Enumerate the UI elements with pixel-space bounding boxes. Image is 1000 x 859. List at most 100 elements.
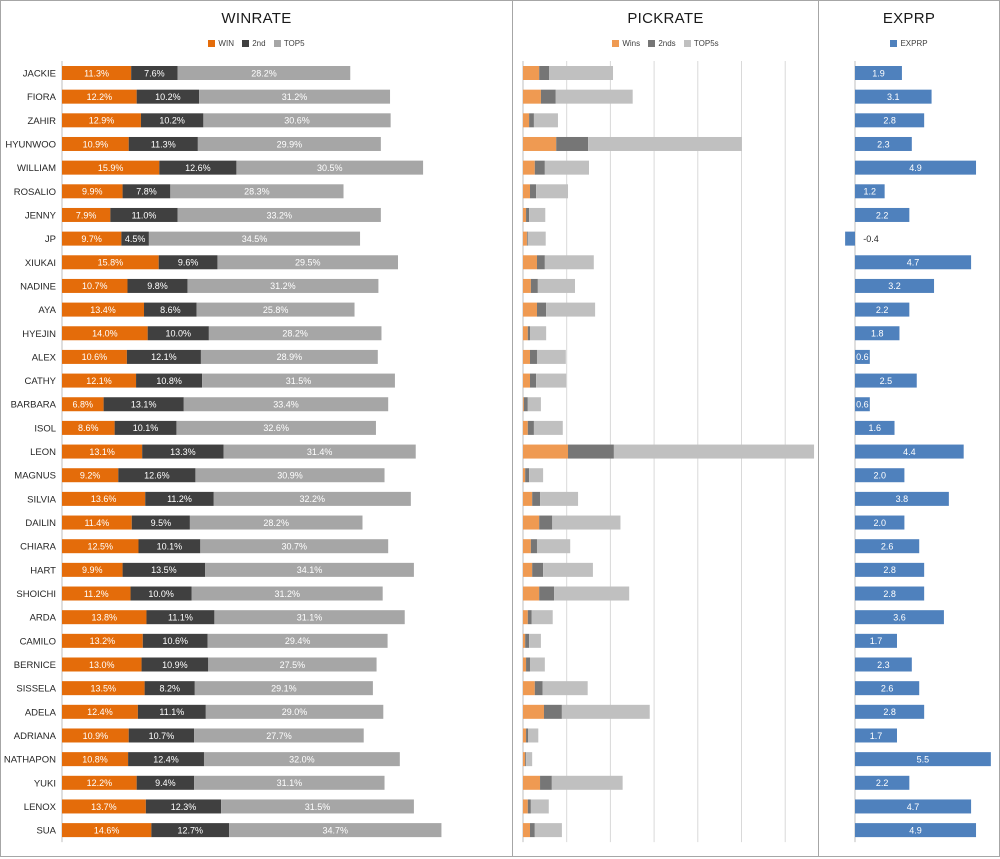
bar-wins-william [523, 160, 535, 175]
bar-top5-jackie [177, 66, 351, 80]
bar-2nds-nathapon [525, 752, 527, 767]
data-label-2nd-hart: 13.5% [151, 565, 177, 575]
bar-wins-chiara [523, 539, 531, 554]
bar-win-dailin [62, 515, 132, 530]
data-label-win-arda: 13.8% [91, 612, 117, 622]
data-label-exprp-hyunwoo: 2.3 [877, 139, 890, 149]
data-label-win-alex: 10.6% [82, 352, 108, 362]
bar-2nds-hyunwoo [556, 136, 589, 151]
bar-wins-adriana [523, 728, 527, 743]
bar-top5-rosalio [170, 184, 344, 199]
data-label-exprp-shoichi: 2.8 [883, 589, 896, 599]
category-label-magnus: MAGNUS [14, 471, 56, 482]
data-label-top5-william: 30.5% [317, 163, 343, 173]
category-label-isol: ISOL [34, 423, 56, 434]
bar-exprp-yuki [855, 775, 910, 790]
bar-exprp-rosalio [855, 184, 885, 199]
data-label-exprp-rosalio: 1.2 [864, 187, 877, 197]
data-label-exprp-leon: 4.4 [903, 447, 916, 457]
category-label-aya: AYA [38, 305, 56, 316]
bar-wins-bernice [523, 657, 527, 672]
data-label-win-barbara: 6.8% [73, 400, 94, 410]
bar-wins-arda [523, 610, 528, 625]
bar-wins-shoichi [523, 586, 540, 601]
bar-win-william [62, 160, 160, 175]
data-label-win-adela: 12.4% [87, 707, 113, 717]
bar-top5-bernice [208, 657, 377, 672]
data-label-top5-leon: 31.4% [307, 447, 333, 457]
bar-exprp-sissela [855, 681, 920, 696]
bar-2nds-cathy [529, 373, 537, 388]
bar-exprp-nathapon [855, 752, 991, 767]
bar-win-adriana [62, 728, 129, 743]
bar-top5-lenox [221, 799, 414, 814]
bar-exprp-arda [855, 610, 944, 625]
data-label-2nd-sua: 12.7% [177, 825, 203, 835]
bar-exprp-jp [845, 231, 855, 246]
exprp-chart-panel: EXPRP EXPRP 1.9 3.1 2.8 2.3 4.9 1.2 2.2 -0.4 4.7… [818, 0, 1000, 857]
data-label-2nd-hyejin: 10.0% [166, 329, 192, 339]
bar-win-xiukai [62, 255, 159, 270]
legend-swatch-wins [612, 40, 620, 47]
bar-2nds-sua [529, 823, 535, 838]
bar-wins-nathapon [523, 752, 526, 767]
legend-item-win: WIN [208, 39, 234, 48]
bar-win-camilo [62, 633, 143, 648]
data-label-win-william: 15.9% [98, 163, 124, 173]
bar-exprp-camilo [855, 633, 897, 648]
bar-win-barbara [62, 397, 104, 412]
data-label-top5-alex: 28.9% [277, 352, 303, 362]
bar-2nds-chiara [530, 539, 537, 554]
data-label-top5-aya: 25.8% [263, 305, 289, 315]
bar-win-nathapon [62, 752, 129, 767]
data-label-top5-chiara: 30.7% [281, 542, 307, 552]
data-label-exprp-nathapon: 5.5 [917, 754, 930, 764]
data-label-exprp-jackie: 1.9 [872, 68, 885, 78]
bar-top5s-jp [527, 231, 546, 246]
bar-2nds-jackie [539, 66, 550, 80]
bar-top5s-alex [536, 349, 566, 364]
bar-2nds-fiora [540, 89, 556, 104]
data-label-top5-barbara: 33.4% [273, 400, 299, 410]
bar-win-aya [62, 302, 145, 317]
category-label-camilo: CAMILO [20, 636, 56, 647]
bar-win-fiora [62, 89, 137, 104]
legend-swatch-win [208, 40, 216, 47]
bar-2nd-camilo [142, 633, 208, 648]
bar-top5s-hyunwoo [588, 136, 742, 151]
bar-2nd-arda [146, 610, 215, 625]
bar-exprp-zahir [855, 113, 925, 128]
category-label-alex: ALEX [32, 352, 57, 363]
data-label-top5-hyejin: 28.2% [282, 329, 308, 339]
bar-2nd-sissela [144, 681, 195, 696]
bar-top5-arda [214, 610, 405, 625]
bar-win-sua [62, 823, 152, 838]
bar-top5s-arda [531, 610, 553, 625]
data-label-2nd-adela: 11.1% [159, 707, 184, 717]
bar-exprp-adela [855, 704, 925, 719]
bar-exprp-isol [855, 420, 895, 435]
bar-top5s-william [544, 160, 589, 175]
bar-2nd-barbara [103, 397, 184, 412]
bar-top5s-camilo [529, 633, 541, 648]
bar-wins-hyejin [523, 326, 528, 341]
data-label-2nd-cathy: 10.8% [156, 376, 182, 386]
bar-2nds-zahir [529, 113, 534, 128]
bar-win-hart [62, 562, 123, 577]
bar-wins-adela [523, 704, 544, 719]
bar-exprp-chiara [855, 539, 920, 554]
bar-2nds-silvia [532, 491, 541, 506]
bar-top5-magnus [195, 468, 385, 483]
bar-2nds-adriana [526, 728, 529, 743]
winrate-legend: WIN 2nd TOP5 [1, 39, 512, 48]
data-label-top5-fiora: 31.2% [282, 92, 308, 102]
bar-top5s-nadine [537, 278, 576, 293]
data-label-exprp-chiara: 2.6 [881, 542, 894, 552]
bar-2nds-shoichi [539, 586, 555, 601]
bar-top5s-adela [561, 704, 650, 719]
bar-top5-adriana [194, 728, 364, 743]
data-label-win-jackie: 11.3% [84, 68, 109, 78]
bar-win-arda [62, 610, 147, 625]
data-label-exprp-sua: 4.9 [909, 825, 922, 835]
category-label-nathapon: NATHAPON [4, 755, 56, 766]
